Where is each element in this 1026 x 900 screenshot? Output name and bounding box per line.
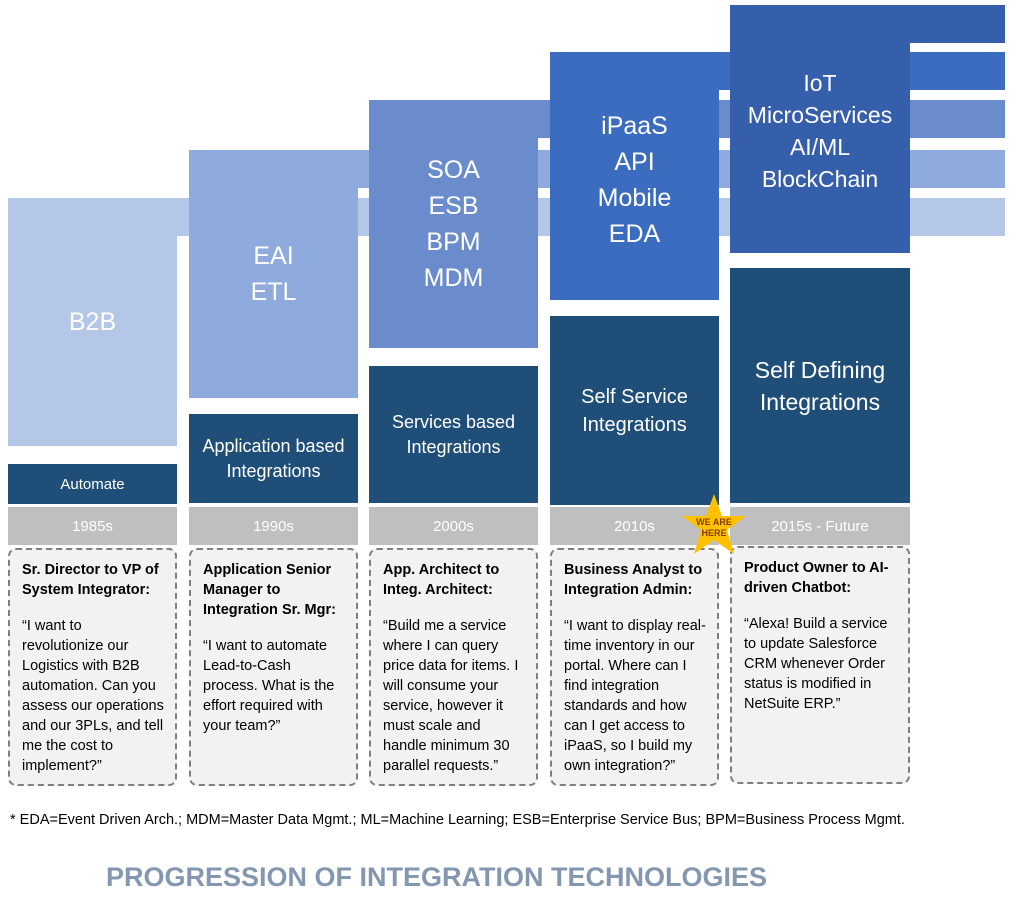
quote-card: App. Architect to Integ. Architect: “Buil… [369,548,538,786]
quote-role: Sr. Director to VP of System Integrator: [22,562,159,598]
quote-text: “Alexa! Build a service to update Salesf… [744,616,888,712]
quote-role: Business Analyst to Integration Admin: [564,562,703,598]
style-application: Application based Integrations [189,414,358,503]
quote-text: “I want to display real-time inventory i… [564,618,706,774]
tech-box-soa: SOA ESB BPM MDM [369,100,538,348]
star-label: WE ARE HERE [696,517,732,538]
style-self-service: Self Service Integrations [550,316,719,505]
star-icon [682,494,746,554]
quote-text: “I want to revolutionize our Logistics w… [22,618,164,774]
style-automate: Automate [8,464,177,504]
diagram-title: PROGRESSION OF INTEGRATION TECHNOLOGIES [106,862,768,892]
tech-box-eai: EAI ETL [189,150,358,398]
footnote: * EDA=Event Driven Arch.; MDM=Master Dat… [10,812,905,828]
quote-card: Sr. Director to VP of System Integrator:… [8,548,177,786]
quote-role: Product Owner to AI-driven Chatbot: [744,560,889,596]
year-2000s: 2000s [369,507,538,545]
style-services: Services based Integrations [369,366,538,503]
quote-role: Application Senior Manager to Integratio… [203,562,336,618]
style-self-defining: Self Defining Integrations [730,268,910,503]
year-1990s: 1990s [189,507,358,545]
year-2010s: 2010s [550,507,719,545]
tech-box-iot: IoT MicroServices AI/ML BlockChain [730,5,910,253]
year-1985s: 1985s [8,507,177,545]
quote-text: “Build me a service where I can query pr… [383,618,519,774]
quote-card: Business Analyst to Integration Admin: “I… [550,548,719,786]
we-are-here-star: WE ARE HERE [680,492,748,556]
quote-card: Application Senior Manager to Integratio… [189,548,358,786]
quote-role: App. Architect to Integ. Architect: [383,562,500,598]
tech-box-b2b: B2B [8,198,177,446]
tech-box-ipaas: iPaaS API Mobile EDA [550,52,719,300]
quote-card: Product Owner to AI-driven Chatbot: “Alex… [730,546,910,784]
quote-text: “I want to automate Lead-to-Cash process… [203,638,335,734]
year-2015s-future: 2015s - Future [730,507,910,545]
